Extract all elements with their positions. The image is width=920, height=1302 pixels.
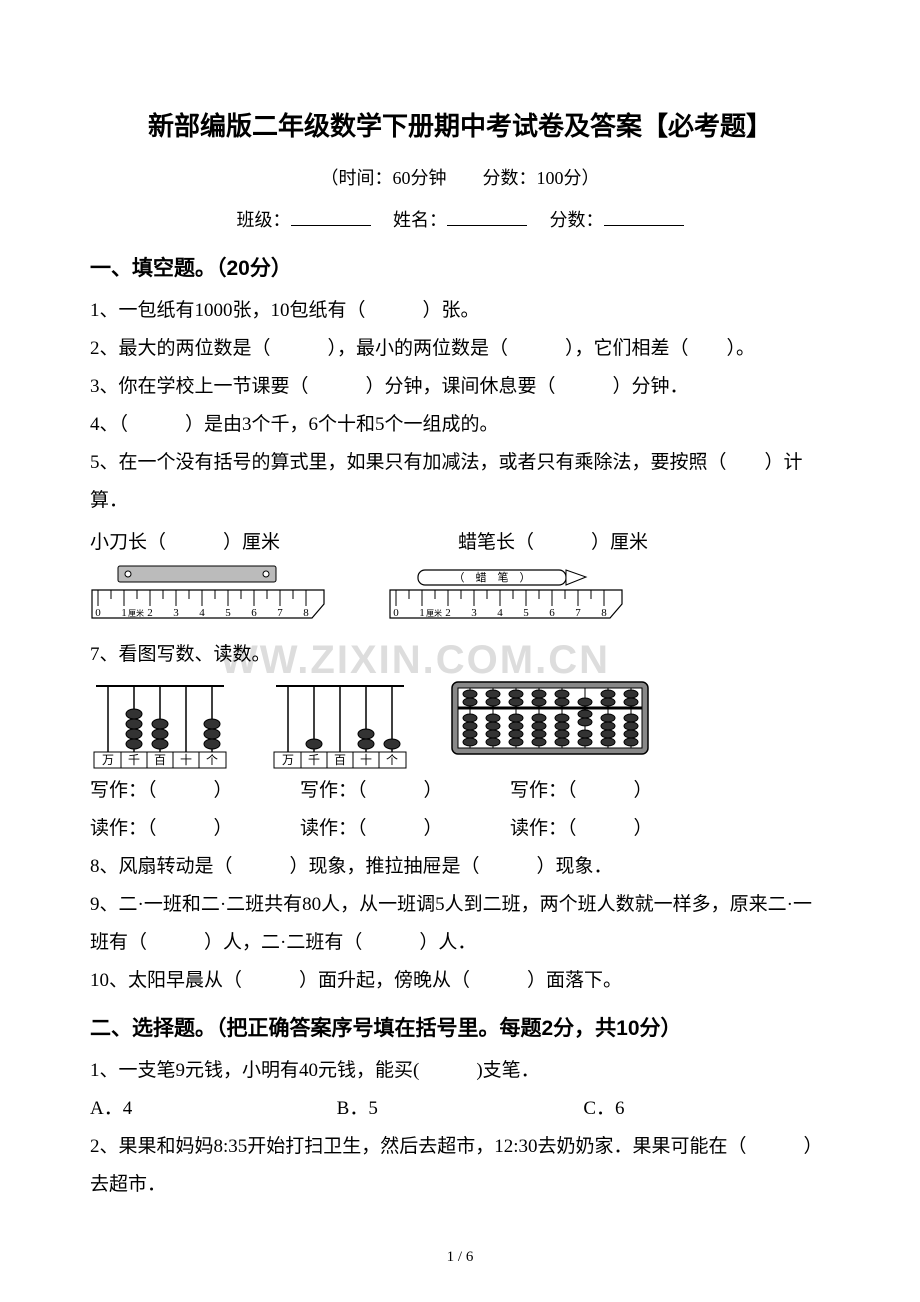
q1-9: 9、二·一班和二·二班共有80人，从一班调5人到二班，两个班人数就一样多，原来二…: [90, 886, 830, 962]
svg-text:（ 蜡 笔 ）: （ 蜡 笔 ）: [454, 570, 531, 584]
svg-text:6: 6: [549, 607, 555, 619]
write-row: 写作：（ ） 写作：（ ） 写作：（ ）: [90, 772, 830, 810]
read-row: 读作：（ ） 读作：（ ） 读作：（ ）: [90, 810, 830, 848]
section2-heading: 二、选择题。（把正确答案序号填在括号里。每题2分，共10分）: [90, 1008, 830, 1050]
section1-heading: 一、填空题。（20分）: [90, 248, 830, 290]
svg-text:百: 百: [154, 753, 166, 767]
svg-text:个: 个: [386, 753, 398, 767]
q2-2: 2、果果和妈妈8:35开始打扫卫生，然后去超市，12:30去奶奶家．果果可能在（…: [90, 1128, 830, 1204]
svg-text:4: 4: [199, 607, 205, 619]
ruler-right-svg: （ 蜡 笔 ） 0 1 厘米 2 3 4 5 6 7 8: [388, 564, 626, 620]
svg-text:4: 4: [497, 607, 503, 619]
write2: 写作：（ ）: [300, 772, 480, 810]
read2: 读作：（ ）: [300, 810, 480, 848]
read1: 读作：（ ）: [90, 810, 270, 848]
read3: 读作：（ ）: [510, 810, 690, 848]
svg-text:7: 7: [277, 607, 283, 619]
svg-text:百: 百: [334, 753, 346, 767]
q2-1-choices: A．4 B．5 C．6: [90, 1090, 830, 1128]
svg-text:厘米: 厘米: [128, 608, 144, 618]
q1-7: 7、看图写数、读数。: [90, 636, 830, 674]
score-blank[interactable]: [604, 208, 684, 226]
svg-text:厘米: 厘米: [426, 608, 442, 618]
ruler-left-block: 小刀长（ ）厘米 0 1 厘米 2 3 4 5 6: [90, 524, 328, 634]
svg-text:8: 8: [601, 607, 607, 619]
ruler-left-svg: 0 1 厘米 2 3 4 5 6 7 8: [90, 564, 328, 620]
exam-meta: （时间：60分钟 分数：100分）: [90, 160, 830, 196]
q1-10: 10、太阳早晨从（ ）面升起，傍晚从（ ）面落下。: [90, 962, 830, 1000]
svg-text:千: 千: [308, 753, 320, 767]
choice-c: C．6: [583, 1090, 830, 1128]
q1-1: 1、一包纸有1000张，10包纸有（ ）张。: [90, 292, 830, 330]
score-label: 分数：: [550, 210, 604, 230]
svg-text:万: 万: [282, 753, 294, 767]
svg-text:6: 6: [251, 607, 257, 619]
svg-text:1: 1: [121, 607, 127, 619]
ruler-right-block: 蜡笔长（ ）厘米 （ 蜡 笔 ） 0 1 厘米 2 3 4 5: [388, 524, 648, 634]
svg-text:5: 5: [225, 607, 231, 619]
svg-text:8: 8: [303, 607, 309, 619]
svg-text:2: 2: [147, 607, 153, 619]
q1-3: 3、你在学校上一节课要（ ）分钟，课间休息要（ ）分钟．: [90, 368, 830, 406]
q1-4: 4、（ ）是由3个千，6个十和5个一组成的。: [90, 406, 830, 444]
q1-5: 5、在一个没有括号的算式里，如果只有加减法，或者只有乘除法，要按照（ ）计算．: [90, 444, 830, 520]
svg-text:2: 2: [445, 607, 451, 619]
svg-text:3: 3: [173, 607, 179, 619]
svg-text:十: 十: [360, 753, 372, 767]
choice-b: B．5: [337, 1090, 584, 1128]
q1-2: 2、最大的两位数是（ ），最小的两位数是（ ），它们相差（ ）。: [90, 330, 830, 368]
name-label: 姓名：: [393, 210, 447, 230]
choice-a: A．4: [90, 1090, 337, 1128]
svg-text:1: 1: [419, 607, 425, 619]
student-info-line: 班级： 姓名： 分数：: [90, 202, 830, 238]
svg-text:千: 千: [128, 753, 140, 767]
abacus1-svg: 万千百十个: [90, 680, 230, 770]
ruler-row: 小刀长（ ）厘米 0 1 厘米 2 3 4 5 6: [90, 524, 830, 634]
svg-text:0: 0: [95, 607, 101, 619]
svg-text:个: 个: [206, 753, 218, 767]
write1: 写作：（ ）: [90, 772, 270, 810]
ruler-right-label: 蜡笔长（ ）厘米: [388, 524, 648, 562]
abacus-row: 万千百十个 万千百十个: [90, 680, 830, 770]
class-label: 班级：: [237, 210, 291, 230]
svg-text:7: 7: [575, 607, 581, 619]
svg-text:3: 3: [471, 607, 477, 619]
abacus2-svg: 万千百十个: [270, 680, 410, 770]
name-blank[interactable]: [447, 208, 527, 226]
class-blank[interactable]: [291, 208, 371, 226]
page-footer: 1 / 6: [0, 1242, 920, 1272]
q1-8: 8、风扇转动是（ ）现象，推拉抽屉是（ ）现象．: [90, 848, 830, 886]
svg-text:十: 十: [180, 753, 192, 767]
svg-text:0: 0: [393, 607, 399, 619]
page-title: 新部编版二年级数学下册期中考试卷及答案【必考题】: [90, 100, 830, 152]
write3: 写作：（ ）: [510, 772, 690, 810]
abacus3-svg: [450, 680, 650, 770]
svg-text:万: 万: [102, 753, 114, 767]
q2-1: 1、一支笔9元钱，小明有40元钱，能买( )支笔．: [90, 1052, 830, 1090]
svg-text:5: 5: [523, 607, 529, 619]
ruler-left-label: 小刀长（ ）厘米: [90, 524, 328, 562]
